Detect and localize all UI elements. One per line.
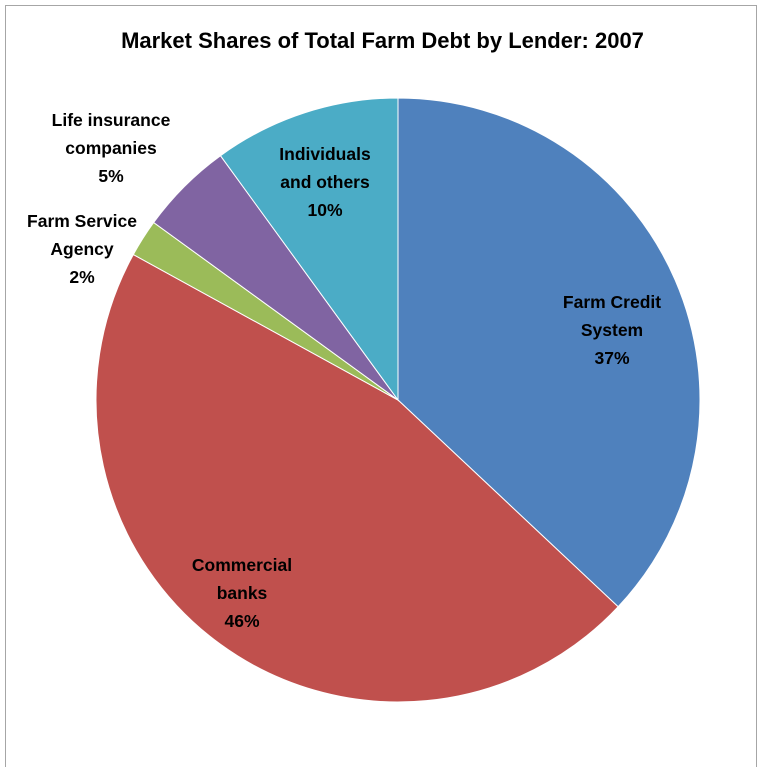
slice-value-label: 37% <box>594 348 629 368</box>
slice-label-commercial-banks: Commercial banks 46% <box>192 555 292 631</box>
pie-slices <box>95 97 701 703</box>
slice-labels: Farm Credit System 37% Commercial banks 46% Fa… <box>27 110 661 631</box>
slice-name-line: Individuals <box>279 144 371 164</box>
slice-label-farm-credit-system: Farm Credit System 37% <box>563 292 661 368</box>
slice-label-individuals-and-others: Individuals and others 10% <box>279 144 371 220</box>
slice-name-line: companies <box>65 138 157 158</box>
slice-label-farm-service-agency: Farm Service Agency 2% <box>27 211 137 287</box>
pie-slice-farm-credit-system <box>397 97 701 608</box>
slice-name-line: and others <box>280 172 370 192</box>
chart-title: Market Shares of Total Farm Debt by Lend… <box>121 28 644 53</box>
slice-name-line: Life insurance <box>52 110 171 130</box>
slice-name-line: Commercial <box>192 555 292 575</box>
slice-label-life-insurance-companies: Life insurance companies 5% <box>52 110 171 186</box>
slice-name-line: banks <box>217 583 268 603</box>
pie-slice-individuals-and-others <box>219 97 399 402</box>
slice-name-line: Farm Credit <box>563 292 661 312</box>
slice-value-label: 46% <box>224 611 259 631</box>
slice-value-label: 5% <box>98 166 124 186</box>
slice-value-label: 2% <box>69 267 95 287</box>
slice-name-line: System <box>581 320 643 340</box>
slice-value-label: 10% <box>307 200 342 220</box>
slice-name-line: Agency <box>50 239 113 259</box>
pie-slice-commercial-banks <box>95 253 619 703</box>
slice-name-line: Farm Service <box>27 211 137 231</box>
